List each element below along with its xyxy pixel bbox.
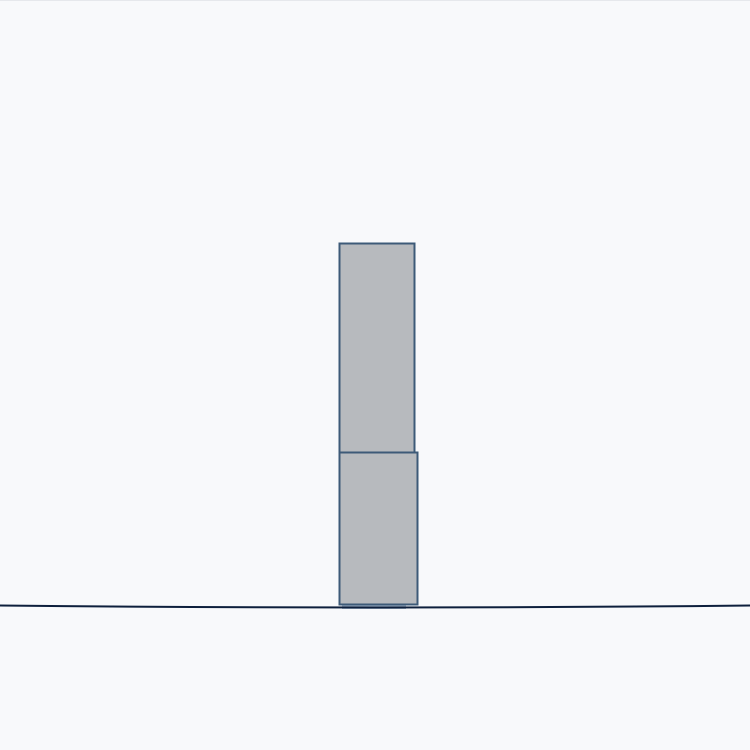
- canvas-top-edge: [0, 0, 750, 1]
- stack-block-2: [338, 242, 416, 454]
- stack-block-1: [338, 451, 419, 606]
- ground-line: [0, 604, 750, 609]
- stack-base-shadow: [342, 603, 406, 609]
